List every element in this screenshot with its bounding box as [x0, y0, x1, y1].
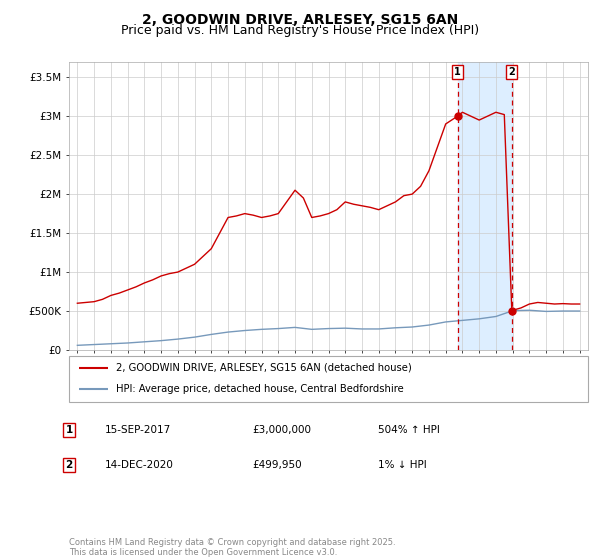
Text: 2: 2 — [65, 460, 73, 470]
Text: HPI: Average price, detached house, Central Bedfordshire: HPI: Average price, detached house, Cent… — [116, 384, 403, 394]
FancyBboxPatch shape — [69, 356, 588, 402]
Text: 1: 1 — [454, 67, 461, 77]
Text: 1% ↓ HPI: 1% ↓ HPI — [378, 460, 427, 470]
Text: 1: 1 — [65, 425, 73, 435]
Text: Price paid vs. HM Land Registry's House Price Index (HPI): Price paid vs. HM Land Registry's House … — [121, 24, 479, 38]
Text: Contains HM Land Registry data © Crown copyright and database right 2025.
This d: Contains HM Land Registry data © Crown c… — [69, 538, 395, 557]
Text: 2, GOODWIN DRIVE, ARLESEY, SG15 6AN: 2, GOODWIN DRIVE, ARLESEY, SG15 6AN — [142, 13, 458, 27]
Text: 2, GOODWIN DRIVE, ARLESEY, SG15 6AN (detached house): 2, GOODWIN DRIVE, ARLESEY, SG15 6AN (det… — [116, 363, 412, 372]
Text: £3,000,000: £3,000,000 — [252, 425, 311, 435]
Text: 2: 2 — [508, 67, 515, 77]
Text: £499,950: £499,950 — [252, 460, 302, 470]
Text: 504% ↑ HPI: 504% ↑ HPI — [378, 425, 440, 435]
Text: 15-SEP-2017: 15-SEP-2017 — [105, 425, 171, 435]
Text: 14-DEC-2020: 14-DEC-2020 — [105, 460, 174, 470]
Bar — [458, 62, 512, 350]
